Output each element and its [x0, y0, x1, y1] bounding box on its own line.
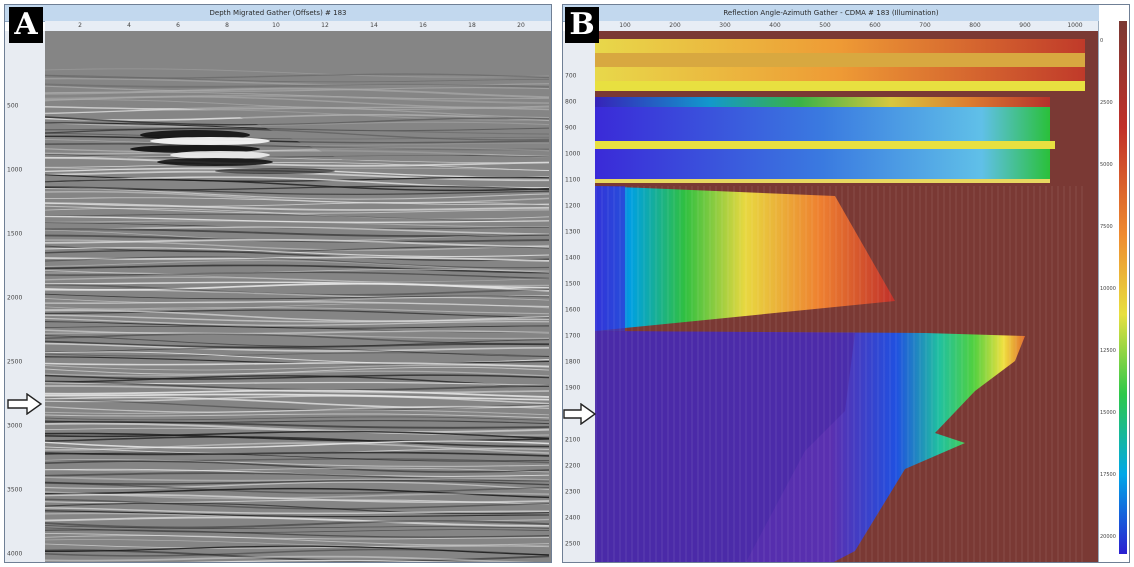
axis-tick-label: 400: [769, 22, 781, 29]
axis-tick-label: 600: [869, 22, 881, 29]
panel-a-y-axis: 500 1000 1500 2000 2500 3000 3500 4000: [5, 31, 46, 562]
axis-tick-label: 800: [565, 98, 577, 106]
axis-tick-label: 2500: [1100, 100, 1113, 106]
axis-tick-label: 700: [565, 72, 577, 80]
panel-a-title: Depth Migrated Gather (Offsets) # 183: [5, 5, 551, 22]
axis-tick-label: 1800: [565, 358, 581, 366]
axis-tick-label: 500: [819, 22, 831, 29]
axis-tick-label: 700: [919, 22, 931, 29]
axis-tick-label: 8: [225, 22, 229, 29]
axis-tick-label: 1000: [7, 166, 23, 174]
axis-tick-label: 1500: [565, 280, 581, 288]
panel-b-illumination-plot: [595, 31, 1101, 562]
right-arrow-icon: [563, 403, 597, 425]
axis-tick-label: 18: [468, 22, 476, 29]
axis-tick-label: 1300: [565, 228, 581, 236]
axis-tick-label: 5000: [1100, 162, 1113, 168]
panel-a-label: A: [9, 7, 43, 43]
axis-tick-label: 1900: [565, 384, 581, 392]
axis-tick-label: 1600: [565, 306, 581, 314]
axis-tick-label: 2500: [565, 540, 581, 548]
axis-tick-label: 2500: [7, 358, 23, 366]
axis-tick-label: 1100: [565, 176, 581, 184]
panel-b-y-axis: 700 800 900 1000 1100 1200 1300 1400 1500 1600 170…: [563, 31, 596, 562]
axis-tick-label: 2000: [7, 294, 23, 302]
axis-tick-label: 100: [619, 22, 631, 29]
axis-tick-label: 900: [1019, 22, 1031, 29]
panel-b-title: Reflection Angle-Azimuth Gather - CDMA #…: [563, 5, 1099, 22]
axis-tick-label: 10: [272, 22, 280, 29]
colorbar-gradient: [1119, 21, 1127, 554]
axis-tick-label: 10000: [1100, 286, 1116, 292]
seismic-gather-image: [44, 31, 551, 562]
axis-tick-label: 2: [78, 22, 82, 29]
right-arrow-icon: [7, 393, 43, 415]
axis-tick-label: 1400: [565, 254, 581, 262]
axis-tick-label: 800: [969, 22, 981, 29]
axis-tick-label: 1200: [565, 202, 581, 210]
axis-tick-label: 300: [719, 22, 731, 29]
panel-b-label: B: [565, 7, 599, 43]
axis-tick-label: 3500: [7, 486, 23, 494]
axis-tick-label: 900: [565, 124, 577, 132]
axis-tick-label: 2100: [565, 436, 581, 444]
axis-tick-label: 4: [127, 22, 131, 29]
panel-a-depth-gather: Depth Migrated Gather (Offsets) # 183 2 4…: [4, 4, 552, 563]
colorbar: 0 2500 5000 7500 10000 12500 15000 17500 20000: [1098, 21, 1127, 562]
axis-tick-label: 20000: [1100, 534, 1116, 540]
panel-a-seismic-plot: [44, 31, 551, 562]
axis-tick-label: 14: [370, 22, 378, 29]
axis-tick-label: 2200: [565, 462, 581, 470]
axis-tick-label: 2400: [565, 514, 581, 522]
axis-tick-label: 1000: [565, 150, 581, 158]
axis-tick-label: 7500: [1100, 224, 1113, 230]
axis-tick-label: 12500: [1100, 348, 1116, 354]
axis-tick-label: 200: [669, 22, 681, 29]
axis-tick-label: 0: [1100, 38, 1104, 44]
axis-tick-label: 20: [517, 22, 525, 29]
axis-tick-label: 1000: [1067, 22, 1083, 29]
axis-tick-label: 1700: [565, 332, 581, 340]
axis-tick-label: 17500: [1100, 472, 1116, 478]
axis-tick-label: 16: [419, 22, 427, 29]
illumination-map-image: [595, 31, 1101, 562]
axis-tick-label: 500: [7, 102, 19, 110]
axis-tick-label: 1500: [7, 230, 23, 238]
axis-tick-label: 2300: [565, 488, 581, 496]
axis-tick-label: 3000: [7, 422, 23, 430]
axis-tick-label: 6: [176, 22, 180, 29]
axis-tick-label: 15000: [1100, 410, 1116, 416]
axis-tick-label: 4000: [7, 550, 23, 558]
axis-tick-label: 12: [321, 22, 329, 29]
panel-b-illumination-gather: Reflection Angle-Azimuth Gather - CDMA #…: [562, 4, 1130, 563]
